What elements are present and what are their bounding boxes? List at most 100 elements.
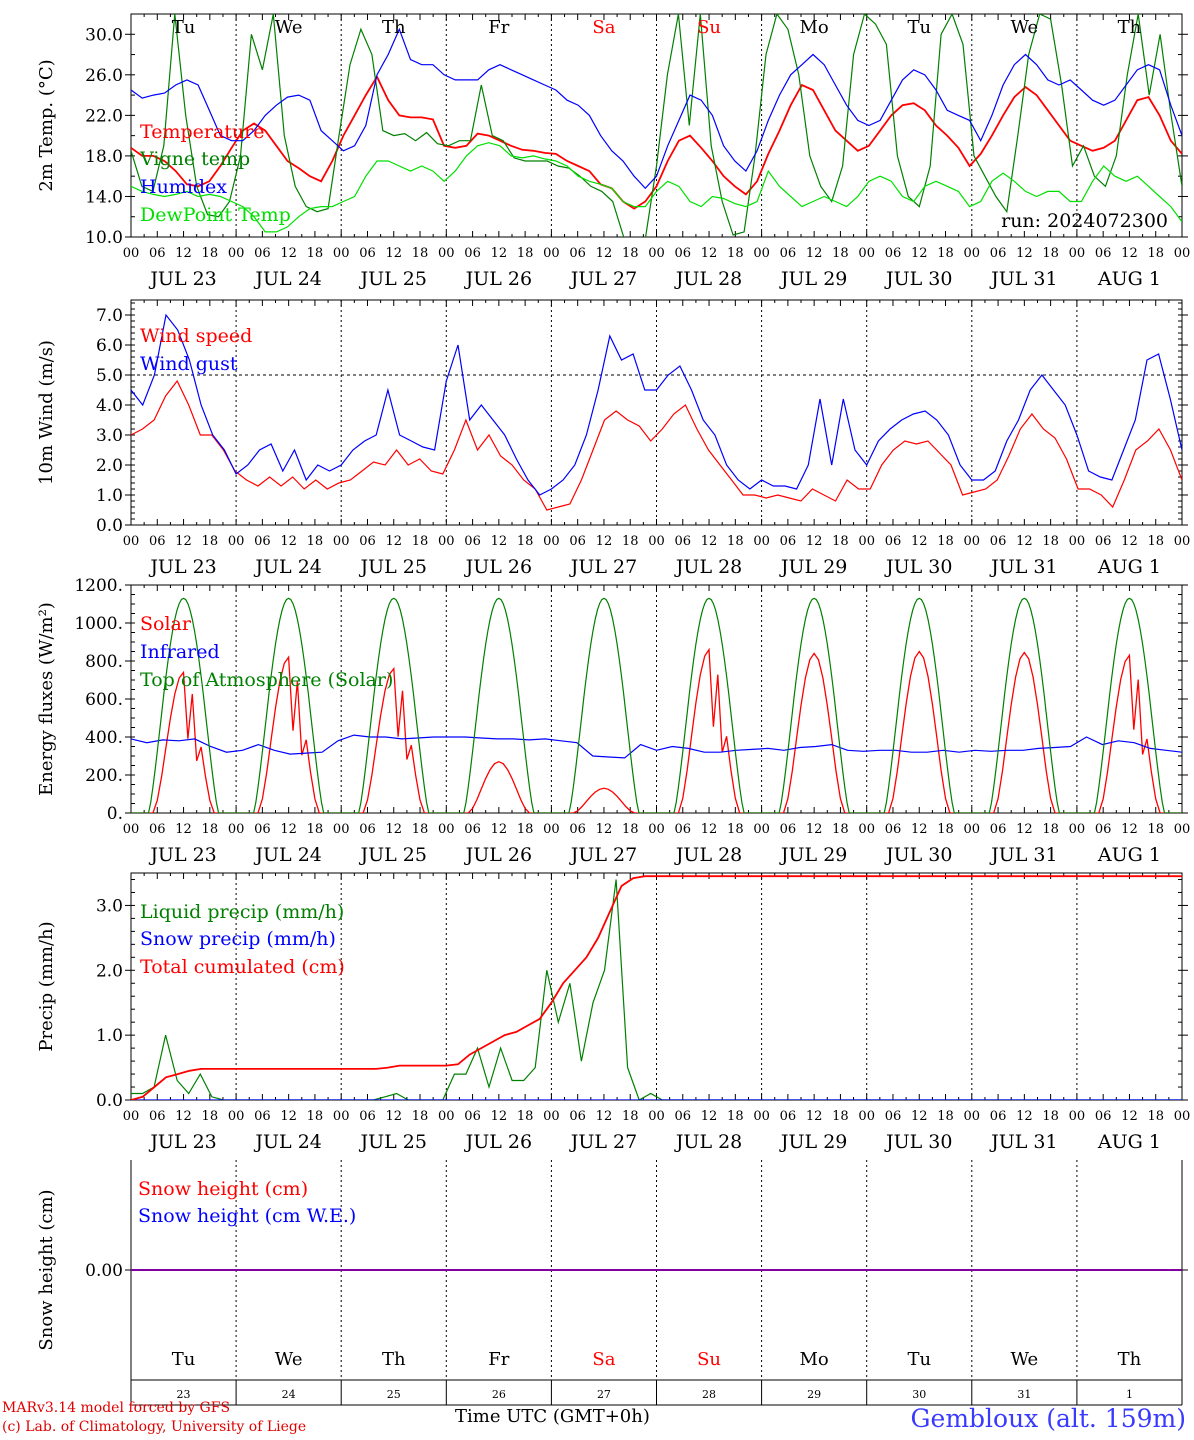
hour-label: 06 [780, 246, 797, 261]
date-label: JUL 30 [884, 1131, 952, 1153]
date-label: JUL 28 [674, 268, 742, 290]
hour-label: 12 [1016, 1109, 1033, 1124]
y-axis-label: Snow height (cm) [36, 1189, 57, 1350]
hour-label: 12 [596, 246, 613, 261]
hour-label: 18 [832, 822, 849, 837]
hour-label: 06 [149, 246, 166, 261]
hour-label: 18 [727, 246, 744, 261]
legend-dewpoint-temp: DewPoint Temp [140, 204, 291, 226]
legend-wind-gust: Wind gust [140, 353, 238, 375]
hour-label: 00 [964, 822, 981, 837]
hour-label: 00 [543, 534, 560, 549]
hour-label: 18 [937, 1109, 954, 1124]
hour-label: 18 [727, 822, 744, 837]
hour-label: 00 [1069, 534, 1086, 549]
infrared-series [131, 734, 1182, 759]
hour-label: 12 [385, 534, 402, 549]
day-name-label: Tu [907, 1349, 931, 1370]
hour-label: 12 [701, 1109, 718, 1124]
hour-label: 06 [359, 822, 376, 837]
date-label: JUL 28 [674, 1131, 742, 1153]
hour-label: 18 [727, 1109, 744, 1124]
y-tick-label: 4.0 [96, 396, 123, 416]
hour-label: 12 [701, 822, 718, 837]
hour-label: 00 [543, 822, 560, 837]
y-tick-label: 26.0 [85, 66, 123, 86]
date-label: JUL 23 [148, 1131, 216, 1153]
hour-label: 18 [1042, 1109, 1059, 1124]
hour-label: 06 [569, 534, 586, 549]
y-tick-label: 14.0 [85, 187, 123, 207]
humidex-series [131, 27, 1182, 190]
hour-label: 12 [491, 1109, 508, 1124]
hour-label: 12 [1016, 246, 1033, 261]
legend-infrared: Infrared [140, 641, 220, 663]
hour-label: 18 [832, 246, 849, 261]
hour-label: 12 [596, 822, 613, 837]
date-label: AUG 1 [1097, 844, 1161, 866]
hour-label: 12 [280, 534, 297, 549]
hour-label: 00 [228, 822, 245, 837]
day-name-label: Tu [907, 17, 931, 38]
hour-label: 18 [517, 1109, 534, 1124]
hour-label: 00 [123, 534, 140, 549]
hour-label: 00 [753, 1109, 770, 1124]
hour-label: 00 [228, 246, 245, 261]
y-axis-label: 10m Wind (m/s) [36, 340, 57, 485]
date-label: JUL 25 [359, 556, 427, 578]
temperature-series [131, 74, 1182, 210]
hour-label: 18 [412, 822, 429, 837]
date-label: JUL 27 [569, 556, 637, 578]
hour-label: 18 [832, 1109, 849, 1124]
day-name-label: Th [1118, 1349, 1142, 1370]
hour-label: 06 [254, 1109, 271, 1124]
y-tick-label: 3.0 [96, 426, 123, 446]
hour-label: 12 [491, 534, 508, 549]
wind-speed-series [131, 379, 1182, 511]
y-tick-label: 0. [107, 804, 123, 824]
date-label: JUL 28 [674, 844, 742, 866]
hour-label: 18 [1042, 534, 1059, 549]
hour-label: 12 [1121, 534, 1138, 549]
hour-label: 00 [858, 822, 875, 837]
hour-label: 12 [806, 246, 823, 261]
date-label: JUL 30 [884, 556, 952, 578]
day-number-label: 25 [387, 1388, 401, 1401]
date-label: JUL 25 [359, 1131, 427, 1153]
hour-label: 06 [569, 246, 586, 261]
hour-label: 12 [175, 1109, 192, 1124]
hour-label: 12 [911, 822, 928, 837]
hour-label: 00 [858, 1109, 875, 1124]
date-label: JUL 28 [674, 556, 742, 578]
hour-label: 18 [202, 534, 219, 549]
hour-label: 12 [806, 822, 823, 837]
hour-label: 00 [753, 534, 770, 549]
hour-label: 12 [596, 534, 613, 549]
hour-label: 00 [333, 822, 350, 837]
date-label: AUG 1 [1097, 268, 1161, 290]
hour-label: 06 [675, 1109, 692, 1124]
day-name-label: Sa [592, 17, 615, 38]
hour-label: 06 [885, 534, 902, 549]
station-name: Gembloux (alt. 159m) [910, 1404, 1186, 1433]
hour-label: 06 [359, 1109, 376, 1124]
hour-label: 00 [123, 1109, 140, 1124]
date-label: JUL 23 [148, 268, 216, 290]
hour-label: 06 [569, 822, 586, 837]
legend-humidex: Humidex [140, 176, 227, 198]
hour-label: 00 [964, 246, 981, 261]
hour-label: 06 [990, 534, 1007, 549]
day-name-label: Th [382, 1349, 406, 1370]
day-number-label: 23 [177, 1388, 191, 1401]
hour-label: 06 [780, 534, 797, 549]
hour-label: 18 [727, 534, 744, 549]
day-name-label: Fr [488, 1349, 509, 1370]
y-tick-label: 2.0 [96, 456, 123, 476]
hour-label: 06 [885, 246, 902, 261]
hour-label: 00 [543, 246, 560, 261]
day-name-label: We [1011, 17, 1039, 38]
date-label: JUL 31 [989, 844, 1057, 866]
legend-snow-height-cm-w-e: Snow height (cm W.E.) [138, 1205, 356, 1227]
day-name-label: We [275, 17, 303, 38]
date-label: JUL 25 [359, 268, 427, 290]
